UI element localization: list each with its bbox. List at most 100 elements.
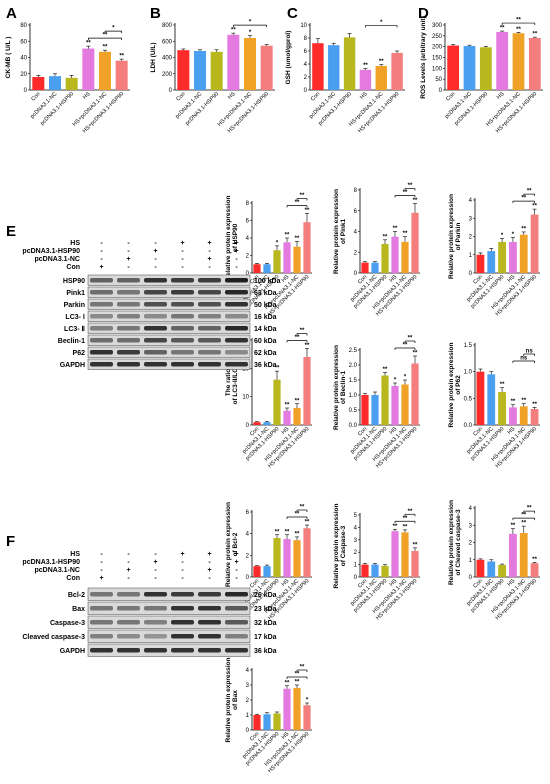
molecular-weight-label: 14 kDa <box>254 326 277 333</box>
blot-band <box>225 592 248 597</box>
bar-significance: ** <box>521 521 526 527</box>
y-axis-title: Relative protein expressionof Bcl-2 <box>225 502 239 587</box>
bar-pcDNA3.1-NC <box>263 714 271 730</box>
y-tick-label: 1.0 <box>349 393 358 399</box>
y-tick-label: 8 <box>246 201 250 207</box>
bar-HS+pcDNA3.1-HSP90 <box>303 222 311 273</box>
y-axis-title: Relative protein expressionof P62 <box>448 343 462 428</box>
bar-HS+pcDNA3.1-HSP90 <box>528 38 541 90</box>
blot-band <box>198 302 221 307</box>
blot-band <box>225 278 248 283</box>
category-label: Con <box>249 426 260 437</box>
condition-sign: - <box>127 248 130 255</box>
blot-band <box>90 620 113 625</box>
bar-HS+pcDNA3.1-HSP90 <box>303 528 311 577</box>
bracket-label: ** <box>295 512 300 518</box>
condition-sign: + <box>234 248 238 255</box>
condition-sign: - <box>235 567 238 574</box>
y-tick-label: 200 <box>432 45 443 51</box>
bar-significance: ** <box>413 542 418 548</box>
bar-significance: * <box>512 232 515 238</box>
protein-label: Pink1 <box>66 290 85 297</box>
y-tick-label: 0.5 <box>464 396 473 402</box>
condition-sign: + <box>207 240 211 247</box>
blot-band <box>90 350 113 355</box>
y-axis-title-line: of Bcl-2 <box>232 532 239 556</box>
y-axis-title-line: Relative protein expression <box>333 189 340 274</box>
condition-label: Con <box>66 575 80 582</box>
bar-Con <box>361 395 369 425</box>
y-tick-label: 2 <box>469 541 473 547</box>
blot-band <box>225 338 248 343</box>
condition-label: pcDNA3.1-NC <box>34 567 80 574</box>
blot-band <box>171 338 194 343</box>
blot-band <box>90 278 113 283</box>
bar-significance: ** <box>516 27 521 33</box>
bar-significance: ** <box>393 226 398 232</box>
y-tick-label: 200 <box>162 72 173 78</box>
blot-band <box>144 648 167 653</box>
protein-label: LC3- Ⅱ <box>64 325 85 333</box>
category-label: Con <box>357 274 368 285</box>
blot-band <box>144 362 167 367</box>
blot-band <box>225 350 248 355</box>
protein-label: GAPDH <box>60 362 85 369</box>
y-tick-label: 0 <box>24 88 28 94</box>
bar-pcDNA3.1-HSP90 <box>498 564 506 577</box>
y-tick-label: 8 <box>304 36 308 42</box>
bar-Con <box>361 564 369 577</box>
bracket-label: * <box>112 26 115 32</box>
western-blot-F: HS - - - + + +pcDNA3.1-HSP90- - + - - +pcDNA3.1-NC -… <box>22 551 277 657</box>
blot-band <box>90 634 113 639</box>
blot-band <box>117 620 140 625</box>
y-tick-label: 150 <box>432 56 443 62</box>
bar-significance: * <box>501 233 504 239</box>
category-label: Con <box>310 91 321 102</box>
condition-sign: - <box>154 256 157 263</box>
bar-HS <box>283 688 291 730</box>
category-label: Con <box>30 91 41 102</box>
bar-HS <box>227 34 240 90</box>
y-axis-title: Relative protein expressionof Pink1 <box>333 189 347 274</box>
condition-sign: - <box>100 240 103 247</box>
category-label: HS <box>359 91 369 101</box>
bar-significance: * <box>394 378 397 384</box>
blot-band <box>90 606 113 611</box>
molecular-weight-label: 63 kDa <box>254 290 277 297</box>
bar-significance: ** <box>275 366 280 372</box>
blot-band <box>225 326 248 331</box>
blot-band <box>198 362 221 367</box>
y-axis-title: Relative protein expressionof Bax <box>225 658 239 743</box>
condition-sign: + <box>180 551 184 558</box>
bar-Con <box>253 422 261 425</box>
bar-HS+pcDNA3.1-NC <box>401 384 409 425</box>
panel-label-D: D <box>418 5 429 22</box>
blot-band <box>117 314 140 319</box>
bracket-label: * <box>380 20 383 26</box>
western-blot-E: HS - - - + + +pcDNA3.1-HSP90- - + - - +pcDNA3.1-NC -… <box>22 240 281 370</box>
y-tick-label: 2 <box>354 550 358 556</box>
bar-significance: ** <box>500 382 505 388</box>
bar-HS+pcDNA3.1-NC <box>519 406 528 425</box>
bar-pcDNA3.1-NC <box>371 395 379 425</box>
blot-band <box>90 314 113 319</box>
condition-sign: - <box>127 264 130 271</box>
bar-significance: ** <box>511 523 516 529</box>
condition-sign: - <box>100 248 103 255</box>
bar-Con <box>476 559 485 577</box>
bar-significance: ** <box>403 231 408 237</box>
y-tick-label: 1 <box>246 713 250 719</box>
bar-significance: ** <box>275 529 280 535</box>
blot-band <box>144 302 167 307</box>
y-tick-label: 400 <box>162 56 173 62</box>
protein-label: LC3- Ⅰ <box>65 313 85 321</box>
blot-strip <box>87 601 251 615</box>
condition-sign: + <box>234 240 238 247</box>
condition-label: pcDNA3.1-HSP90 <box>22 559 80 566</box>
condition-sign: - <box>208 559 211 566</box>
y-tick-label: 4 <box>354 230 358 236</box>
bracket-label: ** <box>408 509 413 515</box>
